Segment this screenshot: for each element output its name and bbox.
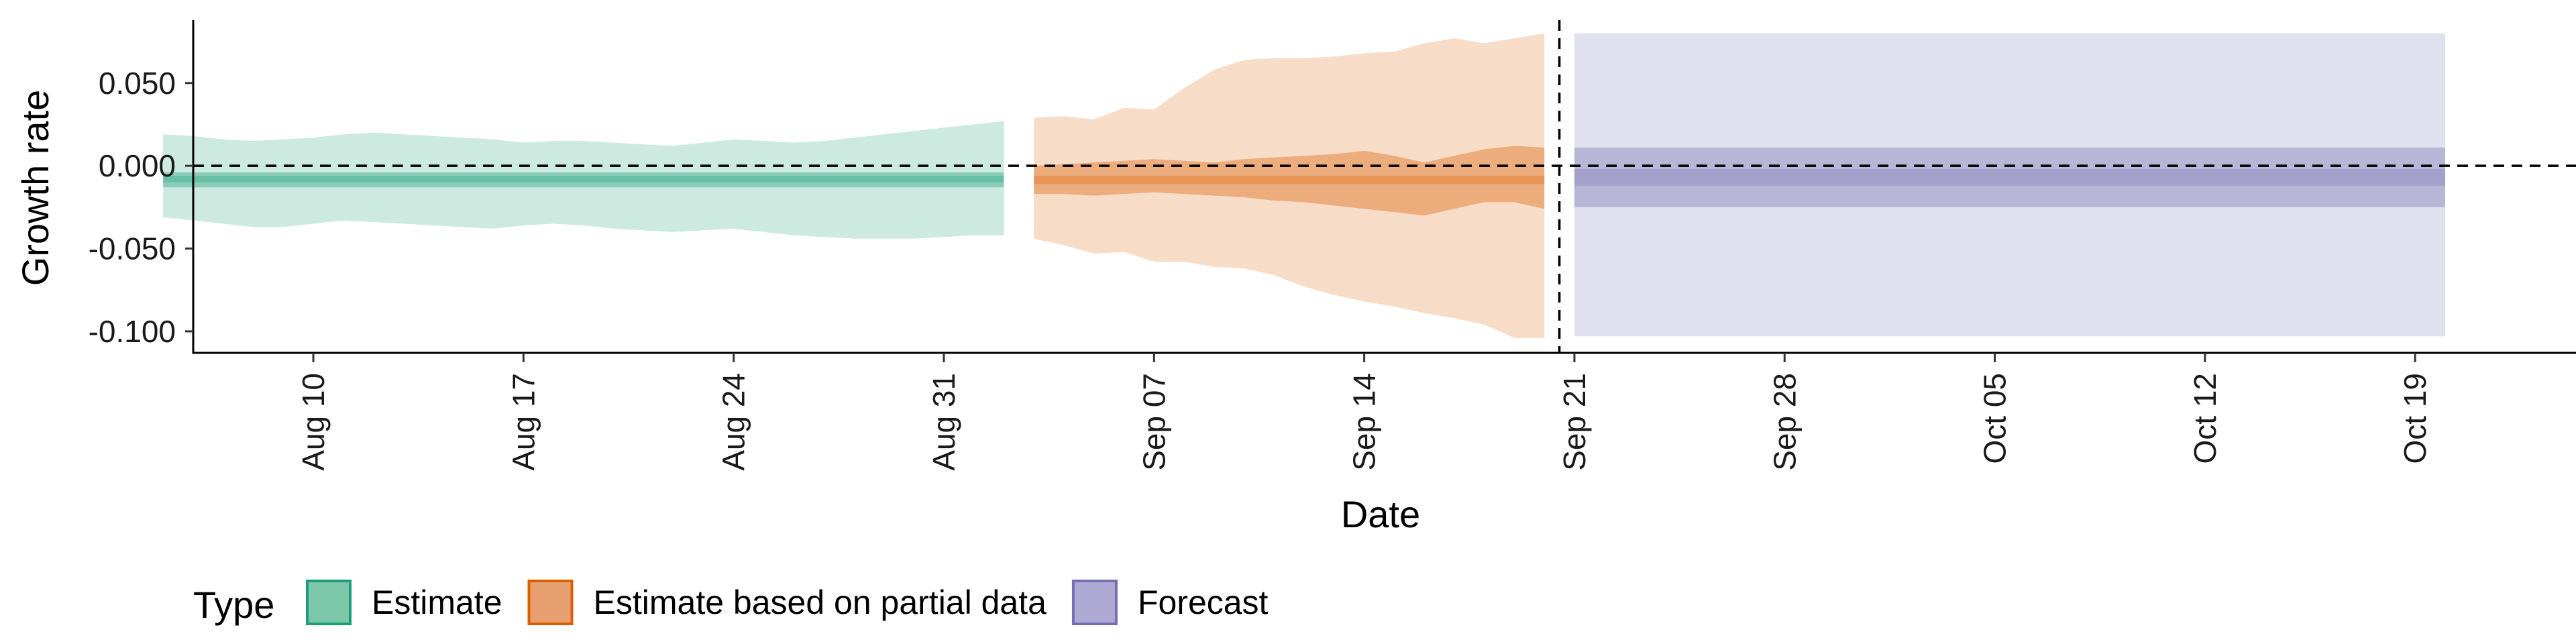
forecast-outer-band <box>1574 33 2445 337</box>
series-forecast <box>1574 33 2445 337</box>
x-tick-label: Sep 21 <box>1557 373 1592 471</box>
y-axis-title: Growth rate <box>14 90 56 286</box>
x-tick-label: Sep 14 <box>1347 373 1382 471</box>
x-tick-label: Aug 10 <box>296 373 331 471</box>
y-tick-label: -0.100 <box>89 314 176 349</box>
y-tick-label: 0.050 <box>99 66 176 101</box>
legend-item-forecast: Forecast <box>1071 580 1269 625</box>
x-tick-label: Sep 07 <box>1136 373 1171 471</box>
legend-item-estimate: Estimate <box>306 580 502 625</box>
x-ticks: Aug 10 Aug 17 Aug 24 Aug 31 Sep 07 Sep 14 Sep … <box>296 353 2432 471</box>
ribbon-layer <box>163 33 2445 338</box>
legend-label: Estimate <box>372 584 502 621</box>
estimate-based-on-partial-data-outer-band <box>1034 33 1545 338</box>
legend-item-estimate-based-on-partial-data: Estimate based on partial data <box>527 580 1047 625</box>
x-tick-label: Aug 24 <box>716 373 751 471</box>
estimate-based-on-partial-data-inner-band <box>1034 146 1545 216</box>
legend-swatch <box>1071 580 1118 625</box>
x-tick-label: Sep 28 <box>1767 373 1802 471</box>
y-tick-label: -0.050 <box>89 231 176 266</box>
legend: Type Estimate Estimate based on partial d… <box>193 580 1269 626</box>
estimate-core-band <box>163 176 1004 182</box>
estimate-inner-band <box>163 172 1004 188</box>
x-tick-label: Oct 19 <box>2398 373 2432 464</box>
series-estimate-based-on-partial-data <box>1034 33 1545 338</box>
x-tick-label: Oct 12 <box>2188 373 2222 464</box>
axes <box>192 20 2576 354</box>
x-tick-label: Aug 31 <box>926 373 961 471</box>
legend-swatch <box>306 580 352 625</box>
estimate-outer-band <box>163 121 1004 239</box>
x-tick-label: Oct 05 <box>1978 373 2012 464</box>
x-axis-title: Date <box>1341 493 1420 535</box>
forecast-inner-band <box>1574 148 2445 207</box>
estimate-based-on-partial-data-core-band <box>1034 176 1545 184</box>
reference-lines <box>193 20 2576 353</box>
legend-swatch <box>527 580 574 625</box>
y-ticks: 0.050 0.000 -0.050 -0.100 <box>89 66 193 349</box>
legend-label: Forecast <box>1138 584 1269 621</box>
legend-label: Estimate based on partial data <box>594 584 1047 621</box>
forecast-core-band <box>1574 169 2445 186</box>
x-tick-label: Aug 17 <box>506 373 541 471</box>
legend-title: Type <box>193 584 274 626</box>
series-estimate <box>163 121 1004 239</box>
y-tick-label: 0.000 <box>99 148 176 183</box>
